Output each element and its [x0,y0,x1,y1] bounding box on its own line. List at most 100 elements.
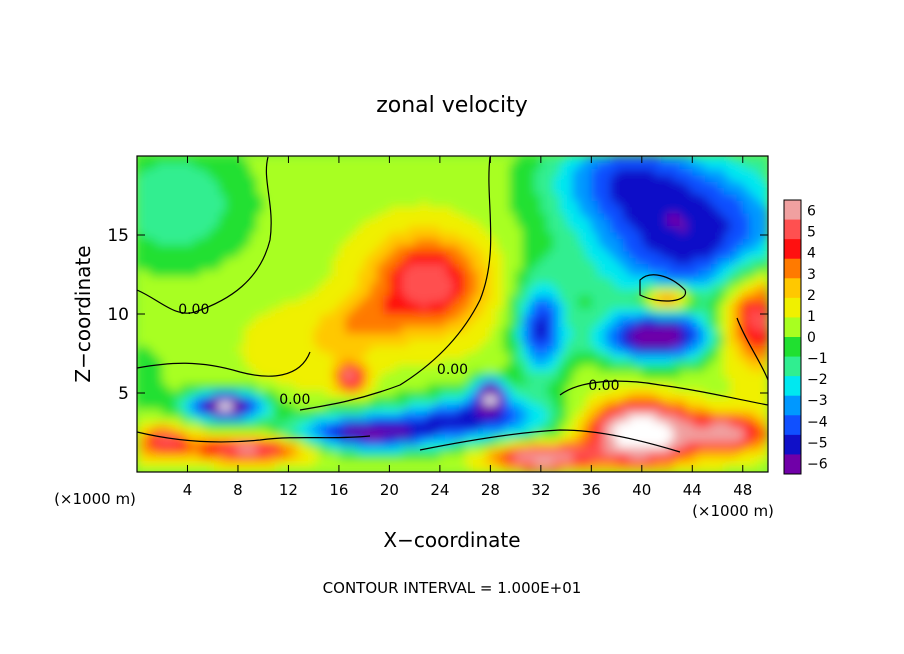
field-cell [332,427,340,435]
field-cell [193,370,201,378]
field-cell [711,263,719,271]
field-cell [402,174,409,182]
field-cell [496,383,504,391]
field-cell [433,345,441,353]
field-cell [282,339,290,347]
field-cell [282,320,290,328]
field-cell [174,212,182,220]
field-cell [629,351,637,359]
field-cell [458,320,466,328]
field-cell [622,421,630,429]
field-cell [231,295,239,302]
field-cell [452,427,460,435]
field-cell [231,244,239,252]
field-cell [755,156,763,163]
field-cell [452,156,460,163]
field-cell [307,200,315,208]
field-cell [439,225,447,233]
field-cell [237,402,245,410]
field-cell [370,301,378,309]
field-cell [452,168,460,176]
field-cell [597,434,605,441]
field-cell [553,162,561,170]
field-cell [717,282,725,290]
field-cell [168,257,176,265]
field-cell [635,219,643,227]
field-cell [736,453,744,460]
field-cell [509,440,517,448]
field-cell [730,250,738,258]
field-cell [629,377,637,385]
field-cell [414,415,422,423]
field-cell [452,339,460,347]
field-cell [357,415,365,423]
field-cell [345,389,353,397]
field-cell [749,364,756,372]
field-cell [553,269,561,277]
field-cell [389,301,397,309]
field-cell [704,193,712,201]
field-cell [200,408,208,416]
field-cell [219,168,226,176]
field-cell [187,377,195,385]
field-cell [742,307,750,315]
field-cell [219,453,226,460]
field-cell [338,351,346,359]
field-cell [692,225,700,233]
field-cell [572,459,580,467]
field-cell [559,162,567,170]
field-cell [736,427,744,435]
field-cell [597,446,605,454]
field-cell [547,295,555,302]
field-cell [275,440,283,448]
field-cell [439,332,447,340]
field-cell [559,187,567,195]
field-cell [420,288,428,296]
field-cell [603,358,611,366]
field-cell [528,288,536,296]
field-cell [692,358,700,366]
field-cell [383,377,390,385]
field-cell [742,465,750,472]
field-cell [313,156,321,163]
field-cell [755,427,763,435]
field-cell [288,402,296,410]
field-cell [427,446,435,454]
field-cell [149,459,157,467]
field-cell [408,377,416,385]
field-cell [420,257,428,265]
field-cell [244,276,252,283]
field-cell [484,320,491,328]
field-cell [458,174,466,182]
field-cell [654,370,662,378]
field-cell [446,415,454,423]
field-cell [585,345,592,353]
field-cell [465,332,473,340]
field-cell [225,244,233,252]
field-cell [553,231,561,239]
field-cell [357,358,365,366]
field-cell [484,396,491,404]
field-cell [414,200,422,208]
field-cell [155,257,163,265]
field-cell [717,446,725,454]
field-cell [559,421,567,429]
field-cell [553,187,561,195]
field-cell [364,206,372,214]
field-cell [319,465,327,472]
field-cell [484,307,491,315]
field-cell [723,320,731,328]
field-cell [301,351,308,359]
field-cell [200,383,208,391]
field-cell [282,459,290,467]
field-cell [610,320,618,328]
field-cell [509,370,517,378]
field-cell [420,212,428,220]
field-cell [137,345,144,353]
field-cell [711,181,719,189]
field-cell [578,269,586,277]
field-cell [698,345,706,353]
field-cell [566,364,573,372]
field-cell [578,193,586,201]
field-cell [502,295,510,302]
